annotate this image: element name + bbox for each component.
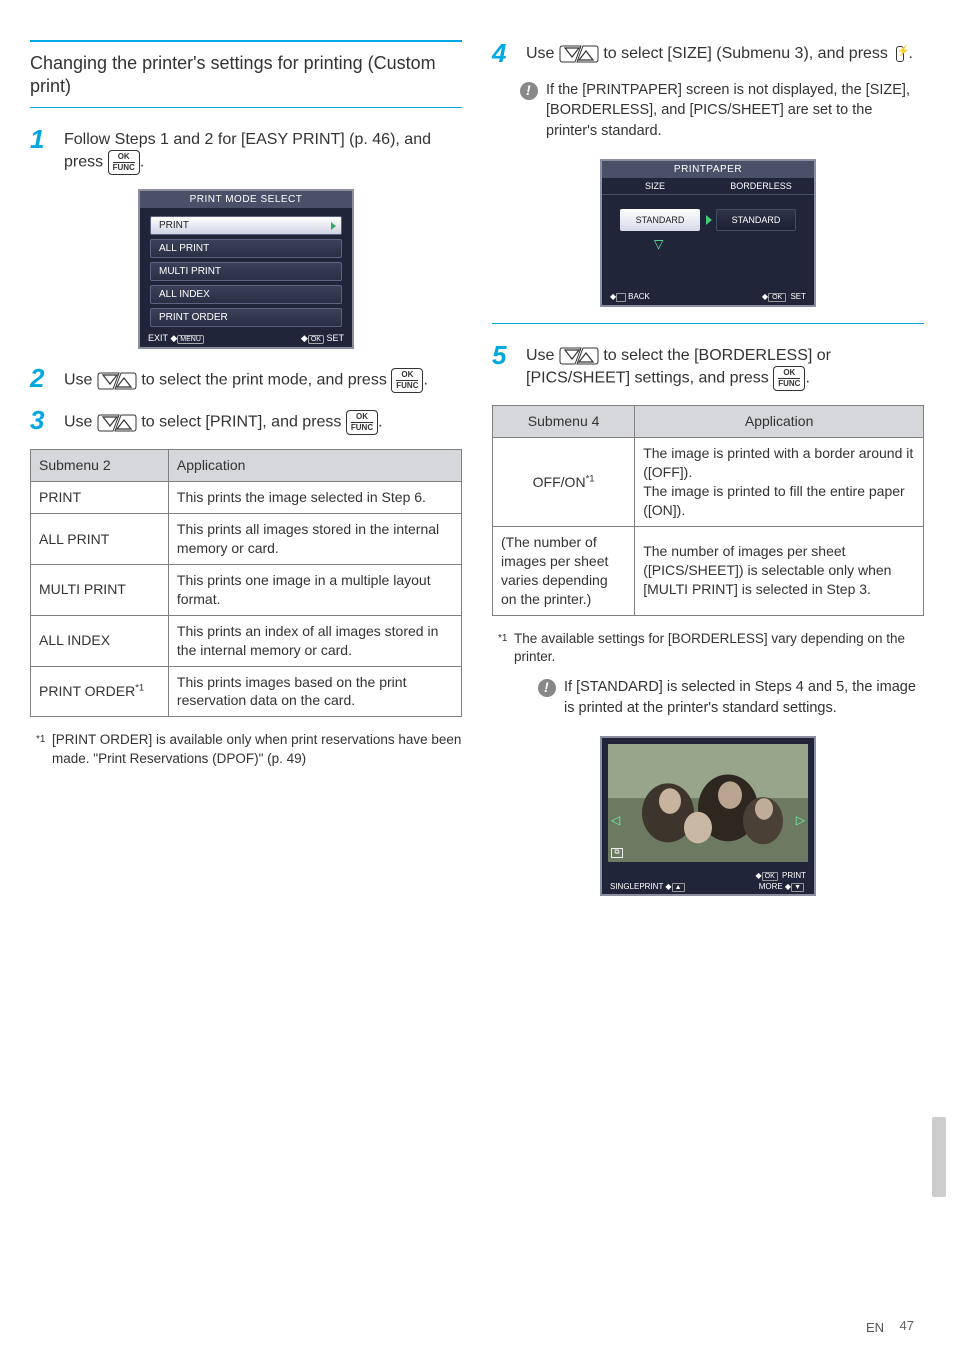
- table3-r4-name: PRINT ORDER*1: [31, 666, 169, 717]
- step3-text-c: .: [378, 414, 382, 431]
- table3-header-left: Submenu 2: [31, 450, 169, 482]
- page-lang: EN: [866, 1320, 884, 1335]
- table-row: PRINT ORDER*1 This prints images based o…: [31, 666, 462, 717]
- table5-r0-desc: The image is printed with a border aroun…: [635, 438, 924, 527]
- step-5: 5 Use to select the [BORDERLESS] or [PIC…: [492, 342, 924, 392]
- footnote-print-order: *1 [PRINT ORDER] is available only when …: [52, 731, 462, 769]
- step2-text-c: .: [423, 372, 427, 389]
- table3-r1-name: ALL PRINT: [31, 514, 169, 565]
- flash-right-icon: [892, 45, 908, 63]
- note-standard: If [STANDARD] is selected in Steps 4 and…: [538, 677, 924, 718]
- lcd-a-item-allindex: ALL INDEX: [150, 285, 342, 304]
- lcd-c-more: MORE ◆▼: [759, 882, 806, 891]
- table3-r0-name: PRINT: [31, 482, 169, 514]
- step2-text-b: to select the print mode, and press: [137, 372, 391, 389]
- step1-text-b: .: [140, 154, 144, 171]
- caution-icon: [520, 82, 538, 100]
- ok-func-key-icon: OKFUNC: [391, 368, 423, 393]
- table-row: ALL INDEX This prints an index of all im…: [31, 615, 462, 666]
- table-row: PRINT This prints the image selected in …: [31, 482, 462, 514]
- lcd-c-nav-right-icon: ▷: [796, 813, 805, 827]
- lcd-c-corner-icon: ⧉: [611, 848, 623, 858]
- table5-header-right: Application: [635, 406, 924, 438]
- table3-r2-name: MULTI PRINT: [31, 564, 169, 615]
- lcd-b-col-borderless: BORDERLESS: [708, 178, 814, 194]
- table-submenu2: Submenu 2 Application PRINT This prints …: [30, 449, 462, 717]
- lcd-b-borderless-value: STANDARD: [716, 209, 796, 231]
- table5-r1-desc: The number of images per sheet ([PICS/SH…: [635, 526, 924, 615]
- side-tab: [932, 1117, 946, 1197]
- lcd-a-item-allprint: ALL PRINT: [150, 239, 342, 258]
- lcd-b-ok-key: OK: [768, 293, 786, 302]
- step3-text-b: to select [PRINT], and press: [137, 414, 346, 431]
- lcd-b-back: BACK: [628, 292, 650, 301]
- step-number: 2: [30, 365, 56, 391]
- ok-func-key-icon: OKFUNC: [346, 410, 378, 435]
- lcd-a-title: PRINT MODE SELECT: [140, 191, 352, 208]
- lcd-c-nav-left-icon: ◁: [611, 813, 620, 827]
- step-number: 4: [492, 40, 518, 66]
- step5-text-c: .: [805, 370, 809, 387]
- lcd-a-menu-key: MENU: [177, 335, 204, 344]
- up-down-arrow-icon: [559, 45, 599, 63]
- step-1: 1 Follow Steps 1 and 2 for [EASY PRINT] …: [30, 126, 462, 176]
- note-printpaper: If the [PRINTPAPER] screen is not displa…: [520, 80, 924, 141]
- step4-text-a: Use: [526, 45, 559, 62]
- lcd-b-back-key: [616, 293, 626, 302]
- table5-r0-name: OFF/ON*1: [493, 438, 635, 527]
- lcd-b-set: SET: [790, 292, 806, 301]
- lcd-a-set: SET: [326, 333, 344, 343]
- lcd-photo-preview: ◁ ▷ ⧉ ◆OK PRINT SINGLEPRINT ◆▲ MORE ◆▼: [600, 736, 816, 896]
- step-number: 3: [30, 407, 56, 433]
- up-down-arrow-icon: [97, 372, 137, 390]
- lcd-b-title: PRINTPAPER: [602, 161, 814, 178]
- table5-header-left: Submenu 4: [493, 406, 635, 438]
- step-number: 1: [30, 126, 56, 152]
- table3-r1-desc: This prints all images stored in the int…: [168, 514, 461, 565]
- lcd-b-col-size: SIZE: [602, 178, 708, 194]
- table-row: MULTI PRINT This prints one image in a m…: [31, 564, 462, 615]
- lcd-a-item-print: PRINT: [150, 216, 342, 235]
- step2-text-a: Use: [64, 372, 97, 389]
- table3-r0-desc: This prints the image selected in Step 6…: [168, 482, 461, 514]
- table5-r1-name: (The number of images per sheet varies d…: [493, 526, 635, 615]
- lcd-printpaper: PRINTPAPER SIZE BORDERLESS STANDARD ▽ ST…: [600, 159, 816, 307]
- section-title: Changing the printer's settings for prin…: [30, 52, 462, 99]
- up-down-arrow-icon: [559, 347, 599, 365]
- step-3: 3 Use to select [PRINT], and press OKFUN…: [30, 407, 462, 435]
- table-row: OFF/ON*1 The image is printed with a bor…: [493, 438, 924, 527]
- step3-text-a: Use: [64, 414, 97, 431]
- caution-icon: [538, 679, 556, 697]
- lcd-b-size-value: STANDARD: [620, 209, 700, 231]
- ok-func-key-icon: OKFUNC: [773, 366, 805, 391]
- step-2: 2 Use to select the print mode, and pres…: [30, 365, 462, 393]
- lcd-a-item-printorder: PRINT ORDER: [150, 308, 342, 327]
- step-number: 5: [492, 342, 518, 368]
- lcd-b-arrow-down-icon: ▽: [654, 237, 663, 251]
- up-down-arrow-icon: [97, 414, 137, 432]
- lcd-print-mode-select: PRINT MODE SELECT PRINT ALL PRINT MULTI …: [138, 189, 354, 349]
- lcd-c-singleprint: SINGLEPRINT ◆▲: [610, 882, 687, 891]
- table-row: ALL PRINT This prints all images stored …: [31, 514, 462, 565]
- ok-func-key-icon: OKFUNC: [108, 150, 140, 175]
- lcd-a-item-multiprint: MULTI PRINT: [150, 262, 342, 281]
- lcd-c-print: ◆OK PRINT: [755, 871, 806, 880]
- table3-r3-name: ALL INDEX: [31, 615, 169, 666]
- step5-text-a: Use: [526, 347, 559, 364]
- table3-header-right: Application: [168, 450, 461, 482]
- lcd-c-photo: [608, 744, 808, 862]
- table3-r2-desc: This prints one image in a multiple layo…: [168, 564, 461, 615]
- table3-r4-desc: This prints images based on the print re…: [168, 666, 461, 717]
- footnote-borderless: *1 The available settings for [BORDERLES…: [514, 630, 924, 668]
- table-row: (The number of images per sheet varies d…: [493, 526, 924, 615]
- step-4: 4 Use to select [SIZE] (Submenu 3), and …: [492, 40, 924, 66]
- table-submenu4: Submenu 4 Application OFF/ON*1 The image…: [492, 405, 924, 615]
- table3-r3-desc: This prints an index of all images store…: [168, 615, 461, 666]
- step4-text-b: to select [SIZE] (Submenu 3), and press: [599, 45, 892, 62]
- page-number: 47: [900, 1318, 914, 1333]
- lcd-a-exit: EXIT: [148, 333, 168, 343]
- lcd-a-ok-key: OK: [308, 335, 324, 344]
